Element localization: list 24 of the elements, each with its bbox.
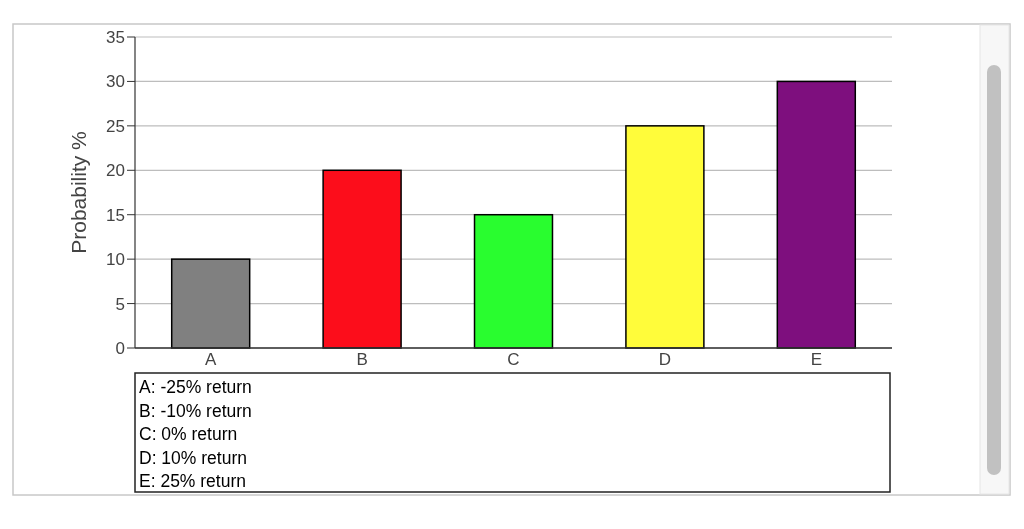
bar: [625, 125, 705, 349]
y-tick-label: 35: [106, 27, 125, 47]
bar: [473, 213, 554, 349]
x-tick-label: C: [507, 350, 520, 369]
text: A: -25% return: [139, 377, 252, 397]
y-tick-label: 0: [115, 338, 125, 358]
y-tick-label: 5: [115, 294, 125, 314]
bar: [322, 169, 402, 349]
text: C: 0% return: [139, 424, 238, 444]
y-tick-label: 10: [106, 250, 125, 270]
text: D: 10% return: [139, 447, 247, 468]
x-tick-label: A: [205, 350, 218, 369]
y-tick-label: 20: [106, 161, 125, 181]
x-tick-label: E: [810, 350, 822, 369]
y-tick-label: 30: [106, 72, 125, 92]
x-tick-label: B: [356, 350, 368, 369]
text: E: 25% return: [139, 471, 246, 491]
y-axis-title: Probability %: [67, 131, 90, 254]
x-tick-label: D: [658, 350, 672, 369]
text: B: -10% return: [139, 400, 252, 421]
y-tick-label: 25: [106, 116, 125, 136]
bar: [776, 80, 857, 349]
y-tick-label: 15: [106, 205, 125, 225]
bar: [170, 258, 251, 349]
